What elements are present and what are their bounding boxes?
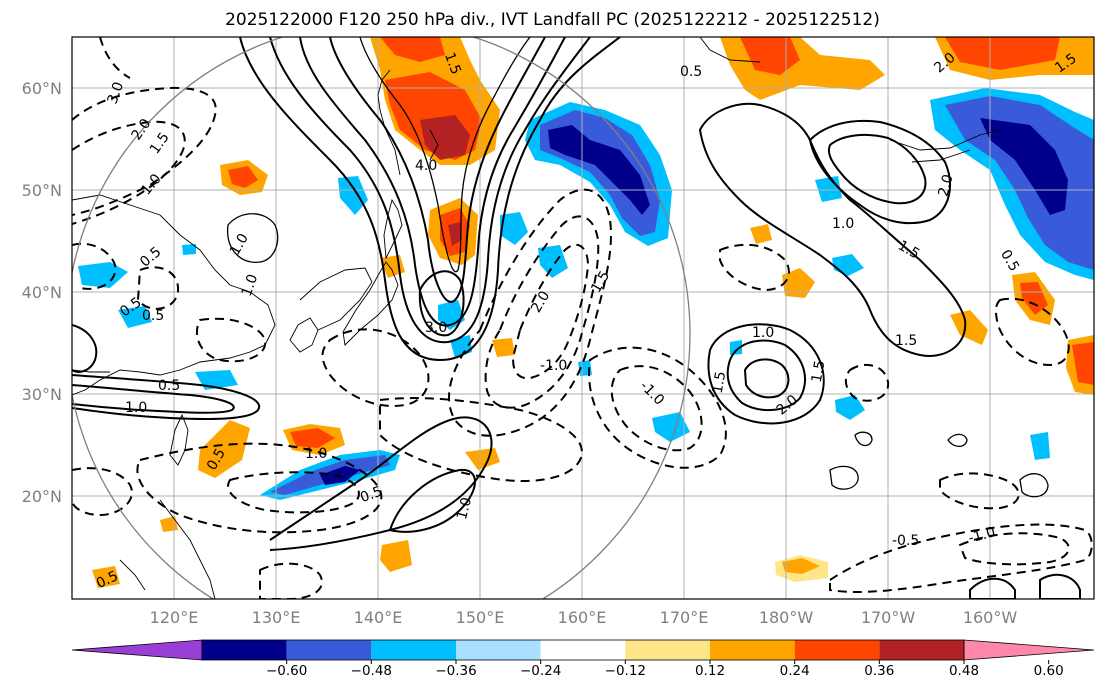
lat-label: 60°N xyxy=(22,79,62,98)
contour-label: 3.0 xyxy=(105,80,128,106)
lat-label: 50°N xyxy=(22,181,62,200)
negative-shade xyxy=(730,340,742,355)
lon-label: 180°W xyxy=(759,608,814,627)
negative-shade xyxy=(338,176,368,215)
colorbar-tick-label: 0.12 xyxy=(695,663,725,679)
contour-label: 1.5 xyxy=(441,50,464,76)
lon-label: 120°E xyxy=(150,608,199,627)
colorbar-tick-label: −0.24 xyxy=(520,663,561,679)
colorbar-segment xyxy=(794,640,880,660)
contour-label: 1.5 xyxy=(809,359,829,384)
contour-label: 1.5 xyxy=(895,333,917,349)
dashed-contours xyxy=(72,37,1093,599)
contour-label: -0.5 xyxy=(892,533,919,549)
colorbar-tick-label: 0.48 xyxy=(949,663,979,679)
lon-label: 160°E xyxy=(558,608,607,627)
colorbar-segment xyxy=(625,640,710,660)
contours xyxy=(72,37,1081,599)
positive-shade xyxy=(448,222,462,246)
lon-labels: 120°E 130°E 140°E 150°E 160°E 170°E 180°… xyxy=(150,608,1018,627)
lat-labels: 60°N 50°N 40°N 30°N 20°N xyxy=(22,79,62,506)
lat-label: 30°N xyxy=(22,385,62,404)
positive-shade xyxy=(290,428,335,448)
map-frame xyxy=(71,36,1095,600)
positive-shade xyxy=(782,558,820,574)
contour-label: 0.5 xyxy=(158,378,180,394)
colorbar-tick-label: 0.60 xyxy=(1034,663,1064,679)
lon-label: 150°E xyxy=(456,608,505,627)
colorbar-extend-min xyxy=(71,639,203,661)
negative-shade xyxy=(500,212,528,245)
colorbar-tick-label: −0.36 xyxy=(435,663,476,679)
colorbar-segment xyxy=(202,640,287,660)
lon-label: 170°E xyxy=(660,608,709,627)
contour-label: 1.0 xyxy=(305,446,327,462)
negative-shade xyxy=(980,118,1068,215)
negative-shade xyxy=(538,245,568,278)
colorbar-tick-label: −0.12 xyxy=(605,663,646,679)
positive-shade xyxy=(1072,342,1094,385)
colorbar-segment xyxy=(879,640,964,660)
colorbar-segment xyxy=(371,640,456,660)
shading-layer xyxy=(78,37,1094,588)
positive-shade xyxy=(380,540,412,572)
lon-label: 130°E xyxy=(252,608,301,627)
contour-label: 1.0 xyxy=(832,216,854,232)
colorbar-tick-label: 0.36 xyxy=(864,663,894,679)
negative-shade xyxy=(548,125,650,215)
radius-circle xyxy=(72,37,691,599)
positive-shade xyxy=(92,566,120,588)
colorbar-segment xyxy=(710,640,795,660)
positive-shade xyxy=(945,37,1060,70)
negative-shade xyxy=(1030,432,1050,460)
contour-label: -1.0 xyxy=(967,524,998,547)
positive-shade xyxy=(782,268,815,298)
contour-label: 2.0 xyxy=(935,173,956,199)
positive-shade xyxy=(420,115,470,160)
negative-shade xyxy=(182,244,196,255)
contour-label: 1.0 xyxy=(239,272,262,298)
colorbar-tick-label: −0.60 xyxy=(266,663,307,679)
positive-shade xyxy=(1020,282,1048,315)
negative-shade xyxy=(438,300,465,330)
positive-shade xyxy=(950,310,988,345)
colorbar-segment xyxy=(456,640,541,660)
negative-shade xyxy=(835,395,865,420)
lon-label: 160°W xyxy=(963,608,1018,627)
colorbar-tick-label: 0.24 xyxy=(780,663,810,679)
negative-shade xyxy=(652,412,690,442)
positive-shade xyxy=(750,224,772,244)
colorbar-segment xyxy=(540,640,626,660)
positive-shade xyxy=(228,166,258,188)
lon-label: 170°W xyxy=(861,608,916,627)
contour-label: 3.0 xyxy=(425,320,447,336)
positive-shade xyxy=(740,37,800,75)
lat-label: 40°N xyxy=(22,283,62,302)
contour-label: 1.0 xyxy=(752,325,774,341)
colorbar: −0.60 −0.48 −0.36 −0.24 −0.12 0.12 0.24 0.36 0.4… xyxy=(71,639,1095,679)
contour-label: 1.0 xyxy=(125,400,147,416)
contour-label: 0.5 xyxy=(680,64,702,80)
positive-shade xyxy=(492,338,515,357)
contour-label: 4.0 xyxy=(415,158,437,174)
contour-label: 0.5 xyxy=(142,308,164,324)
contour-label: 1.0 xyxy=(454,496,475,522)
negative-shade xyxy=(945,96,1094,270)
negative-shade xyxy=(118,306,152,328)
contour-label: 1.5 xyxy=(710,370,730,395)
colorbar-segment xyxy=(286,640,372,660)
colorbar-extend-max xyxy=(963,639,1095,661)
lat-label: 20°N xyxy=(22,487,62,506)
colorbar-tick-label: −0.48 xyxy=(351,663,392,679)
positive-shade xyxy=(198,420,250,478)
colorbar-frame xyxy=(201,639,965,661)
contour-label: -1.0 xyxy=(540,358,567,374)
map-title: 2025122000 F120 250 hPa div., IVT Landfa… xyxy=(225,10,880,30)
contour-label: 0.5 xyxy=(358,484,384,507)
positive-shade xyxy=(465,448,500,470)
positive-shade xyxy=(380,37,445,62)
lon-label: 140°E xyxy=(354,608,403,627)
negative-shade xyxy=(78,262,128,288)
